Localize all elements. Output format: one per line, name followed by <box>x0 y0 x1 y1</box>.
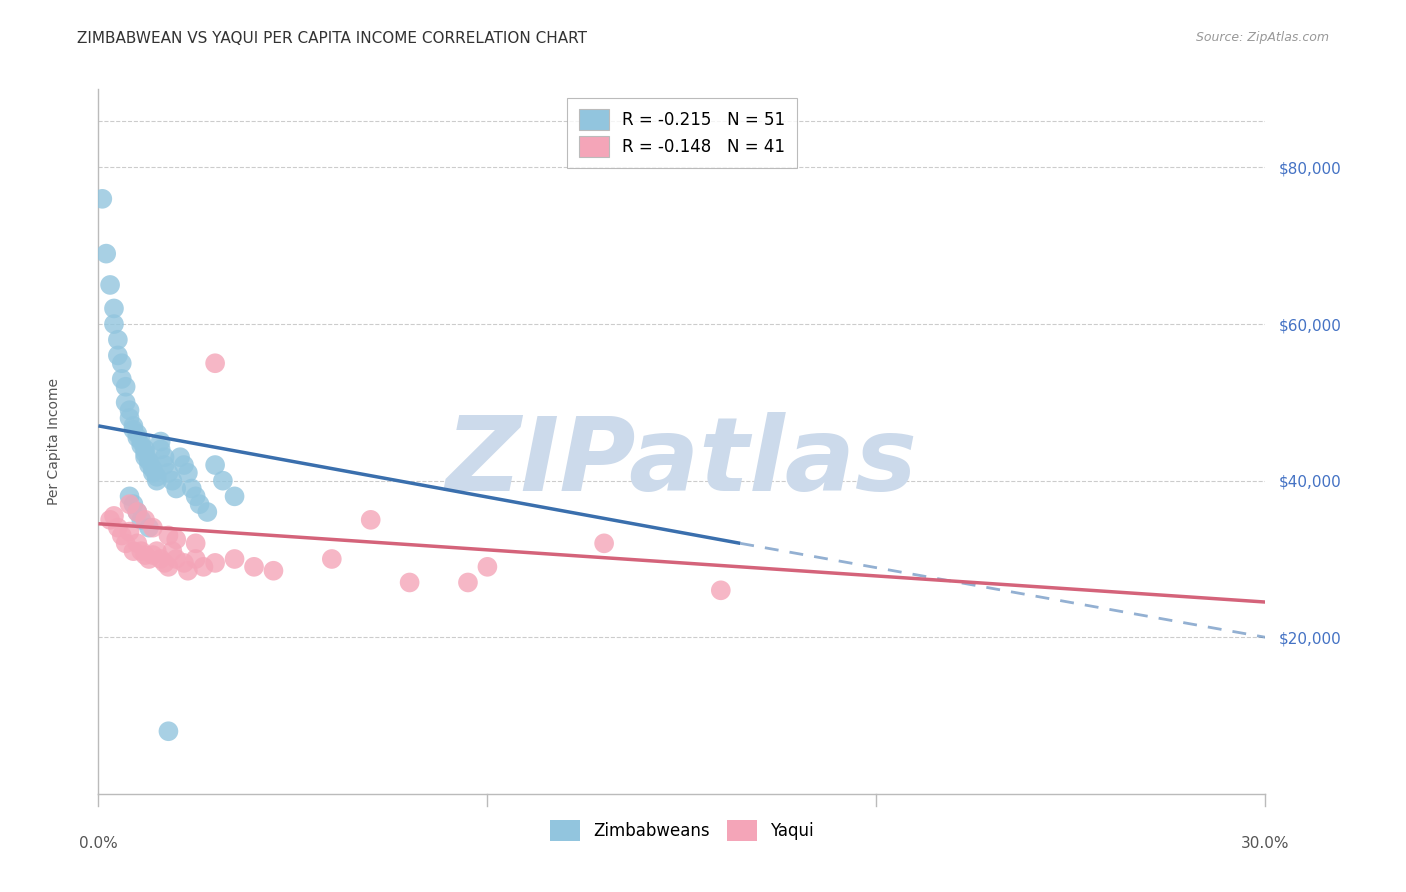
Point <box>138 458 160 472</box>
Point <box>111 528 134 542</box>
Point <box>98 277 121 292</box>
Point <box>122 418 145 433</box>
Point <box>118 497 141 511</box>
Point <box>138 454 160 468</box>
Point <box>212 474 235 488</box>
Point <box>96 246 118 260</box>
Point <box>184 489 207 503</box>
Point <box>91 192 114 206</box>
Point <box>149 442 172 457</box>
Legend: Zimbabweans, Yaqui: Zimbabweans, Yaqui <box>541 812 823 849</box>
Point <box>134 446 156 460</box>
Point <box>146 544 169 558</box>
Text: Per Capita Income: Per Capita Income <box>46 378 60 505</box>
Point <box>127 536 149 550</box>
Point <box>114 536 136 550</box>
Point <box>111 356 134 370</box>
Point <box>477 559 499 574</box>
Point <box>107 348 129 362</box>
Point <box>142 548 165 562</box>
Point <box>118 411 141 425</box>
Point <box>173 556 195 570</box>
Point <box>165 533 187 547</box>
Point <box>129 544 152 558</box>
Point <box>710 583 733 598</box>
Point <box>107 333 129 347</box>
Point <box>134 442 156 457</box>
Point <box>103 317 125 331</box>
Point <box>118 524 141 539</box>
Point <box>142 521 165 535</box>
Point <box>243 559 266 574</box>
Point <box>127 426 149 441</box>
Point <box>127 505 149 519</box>
Point <box>149 552 172 566</box>
Point <box>177 466 200 480</box>
Point <box>114 380 136 394</box>
Point <box>134 513 156 527</box>
Point <box>142 462 165 476</box>
Text: ZIMBABWEAN VS YAQUI PER CAPITA INCOME CORRELATION CHART: ZIMBABWEAN VS YAQUI PER CAPITA INCOME CO… <box>77 31 588 46</box>
Point <box>127 505 149 519</box>
Point <box>129 434 152 449</box>
Point <box>142 466 165 480</box>
Text: 0.0%: 0.0% <box>79 836 118 851</box>
Point <box>224 489 246 503</box>
Point <box>177 564 200 578</box>
Point <box>398 575 420 590</box>
Point <box>127 431 149 445</box>
Point <box>146 474 169 488</box>
Point <box>138 552 160 566</box>
Point <box>149 434 172 449</box>
Point <box>138 521 160 535</box>
Text: ZIPatlas: ZIPatlas <box>446 412 918 513</box>
Point <box>321 552 343 566</box>
Point <box>157 466 180 480</box>
Point <box>169 450 191 465</box>
Point <box>262 564 284 578</box>
Point <box>111 372 134 386</box>
Point <box>165 552 187 566</box>
Point <box>98 513 121 527</box>
Point <box>107 521 129 535</box>
Point <box>157 528 180 542</box>
Point <box>204 458 226 472</box>
Point <box>134 450 156 465</box>
Point <box>129 438 152 452</box>
Point <box>157 724 180 739</box>
Point <box>134 548 156 562</box>
Point <box>153 458 176 472</box>
Point <box>173 458 195 472</box>
Point <box>165 482 187 496</box>
Point <box>122 497 145 511</box>
Point <box>195 505 218 519</box>
Point <box>114 395 136 409</box>
Point <box>157 559 180 574</box>
Point <box>204 356 226 370</box>
Point <box>162 544 184 558</box>
Point <box>593 536 616 550</box>
Text: 30.0%: 30.0% <box>1241 836 1289 851</box>
Point <box>103 508 125 523</box>
Point <box>122 423 145 437</box>
Point <box>224 552 246 566</box>
Point <box>457 575 479 590</box>
Point <box>188 497 211 511</box>
Point <box>122 544 145 558</box>
Point <box>129 513 152 527</box>
Text: Source: ZipAtlas.com: Source: ZipAtlas.com <box>1195 31 1329 45</box>
Point <box>103 301 125 316</box>
Point <box>204 556 226 570</box>
Point <box>153 450 176 465</box>
Point <box>153 556 176 570</box>
Point <box>360 513 382 527</box>
Point <box>118 403 141 417</box>
Point <box>162 474 184 488</box>
Point <box>184 536 207 550</box>
Point <box>146 469 169 483</box>
Point <box>193 559 215 574</box>
Point <box>184 552 207 566</box>
Point <box>180 482 202 496</box>
Point <box>118 489 141 503</box>
